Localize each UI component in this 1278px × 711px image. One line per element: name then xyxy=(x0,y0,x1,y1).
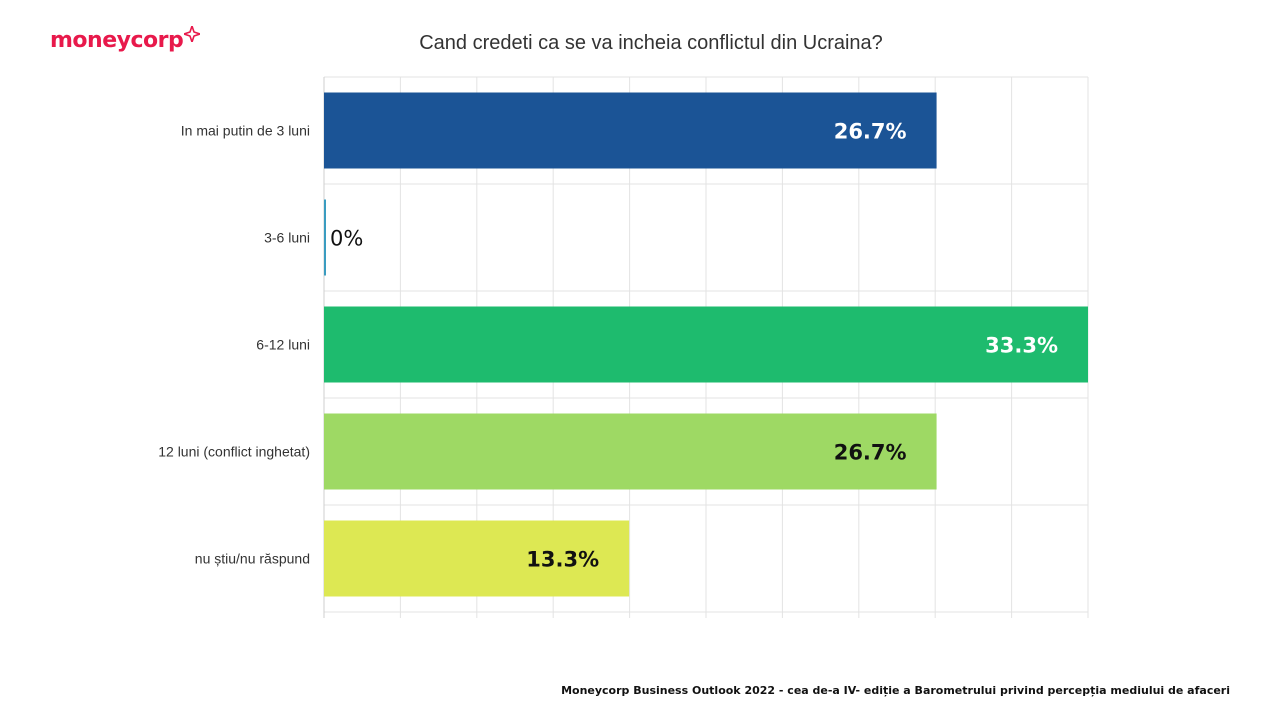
bar xyxy=(324,306,1088,383)
chart-title: Cand credeti ca se va incheia conflictul… xyxy=(419,32,883,54)
category-label: nu știu/nu răspund xyxy=(195,551,310,567)
logo-text: moneycorp xyxy=(50,28,184,53)
bar xyxy=(324,199,326,276)
footer-caption: Moneycorp Business Outlook 2022 - cea de… xyxy=(561,684,1230,697)
bar xyxy=(324,520,630,597)
data-label: 0% xyxy=(330,227,363,251)
sparkle-icon xyxy=(184,26,201,42)
data-label: 13.3% xyxy=(526,548,599,572)
data-label: 26.7% xyxy=(834,120,907,144)
bar xyxy=(324,413,937,490)
category-label: 3-6 luni xyxy=(264,230,310,246)
bar xyxy=(324,92,937,169)
category-label: 12 luni (conflict inghetat) xyxy=(158,444,310,460)
category-label: In mai putin de 3 luni xyxy=(181,123,310,139)
moneycorp-logo: moneycorp xyxy=(50,26,201,53)
data-label: 26.7% xyxy=(834,441,907,465)
category-label: 6-12 luni xyxy=(256,337,310,353)
data-label: 33.3% xyxy=(985,334,1058,358)
